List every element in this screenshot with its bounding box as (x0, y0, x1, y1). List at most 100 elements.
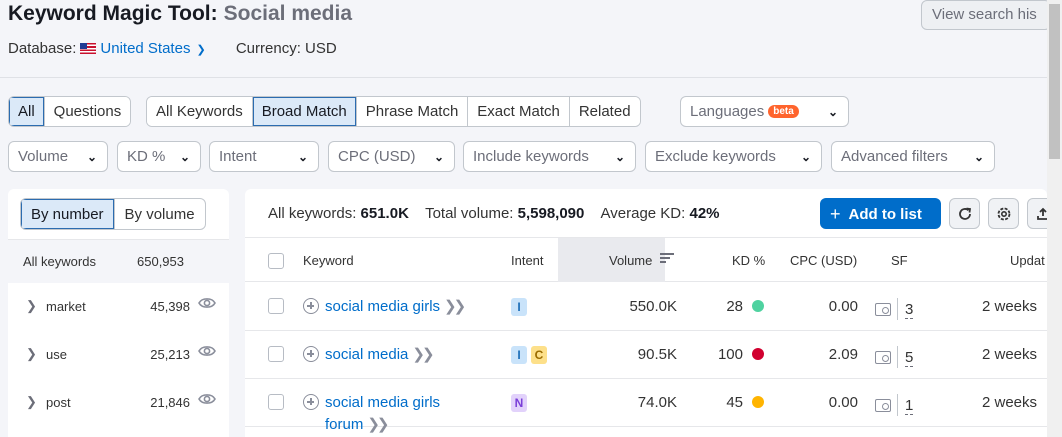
tab-questions[interactable]: Questions (44, 97, 131, 126)
group-count: 21,846 (150, 395, 190, 410)
tab-related[interactable]: Related (569, 97, 640, 126)
tab-broad-match[interactable]: Broad Match (252, 97, 357, 126)
volume-filter[interactable]: Volume ⌄ (8, 141, 108, 172)
chevron-right-icon[interactable]: ❯ (26, 298, 37, 313)
serp-features-icon[interactable] (875, 303, 891, 316)
tab-exact-match[interactable]: Exact Match (468, 97, 570, 126)
add-to-list-button[interactable]: + Add to list (820, 198, 941, 229)
settings-button[interactable] (988, 198, 1019, 229)
chevron-right-icon[interactable]: ❯ (26, 346, 37, 361)
eye-icon[interactable] (198, 392, 216, 409)
view-search-history-button[interactable]: View search his (921, 0, 1051, 30)
advanced-filters[interactable]: Advanced filters ⌄ (831, 141, 995, 172)
intent-filter[interactable]: Intent ⌄ (209, 141, 319, 172)
all-keywords-group[interactable]: All keywords 650,953 (8, 239, 229, 283)
total-volume-label: Total volume: (425, 205, 514, 222)
volume-cell: 550.0K (629, 298, 677, 315)
exclude-keywords-filter[interactable]: Exclude keywords ⌄ (645, 141, 822, 172)
sf-cell[interactable]: 3 (875, 298, 914, 320)
keyword-groups-panel: By number By volume All keywords 650,953… (8, 189, 229, 437)
volume-column-header[interactable]: Volume (609, 253, 653, 268)
plus-icon: + (830, 204, 841, 224)
volume-cell: 74.0K (637, 394, 677, 411)
keyword-link-line2[interactable]: forum (325, 416, 364, 433)
serp-features-icon[interactable] (875, 399, 891, 412)
double-chevron-icon[interactable]: ❯❯ (444, 298, 466, 315)
by-volume-button[interactable]: By volume (124, 206, 195, 223)
row-checkbox[interactable] (268, 298, 284, 314)
group-item[interactable]: ❯ market 45,398 (8, 283, 229, 331)
languages-label: Languages (690, 103, 765, 120)
sf-cell[interactable]: 5 (875, 346, 914, 368)
sf-cell[interactable]: 1 (875, 394, 914, 416)
sf-column-header[interactable]: SF (891, 253, 908, 268)
updated-column-header[interactable]: Updat (1010, 253, 1045, 268)
double-chevron-icon[interactable]: ❯❯ (367, 416, 389, 433)
export-button[interactable] (1027, 198, 1047, 229)
results-panel: All keywords: 651.0K Total volume: 5,598… (245, 189, 1047, 437)
add-keyword-icon[interactable] (303, 298, 319, 314)
divider (897, 346, 898, 368)
add-keyword-icon[interactable] (303, 394, 319, 410)
cpc-cell: 0.00 (828, 394, 858, 411)
cpc-cell: 0.00 (828, 298, 858, 315)
chevron-down-icon: ⌄ (973, 150, 984, 164)
eye-icon[interactable] (198, 296, 216, 313)
keyword-link[interactable]: social media girls (325, 394, 441, 411)
sf-count[interactable]: 3 (905, 301, 914, 319)
sf-count[interactable]: 5 (905, 349, 914, 367)
group-item[interactable]: ❯ post 21,846 (8, 379, 229, 427)
group-name: market (46, 299, 86, 314)
gear-icon (997, 207, 1010, 220)
add-keyword-icon[interactable] (303, 346, 319, 362)
languages-dropdown[interactable]: Languages beta ⌄ (680, 96, 849, 127)
kd-cell: 28 (726, 298, 743, 315)
sort-descending-icon[interactable] (660, 252, 674, 267)
filter-label: Include keywords (473, 148, 589, 165)
keyword-link[interactable]: social media (325, 346, 409, 363)
scrollbar-thumb[interactable] (1049, 4, 1060, 159)
currency-label: Currency: USD (235, 40, 337, 57)
kd-filter[interactable]: KD % ⌄ (117, 141, 201, 172)
kd-column-header[interactable]: KD % (732, 253, 766, 268)
keyword-cell: social media ❯❯ (303, 346, 435, 364)
tab-all[interactable]: All (9, 97, 45, 126)
volume-sorted-column-bg (558, 238, 665, 282)
chevron-right-icon[interactable]: ❯ (26, 394, 37, 409)
tab-all-keywords[interactable]: All Keywords (147, 97, 253, 126)
page-scrollbar[interactable] (1047, 0, 1062, 437)
database-select[interactable]: United States (100, 40, 191, 57)
cpc-filter[interactable]: CPC (USD) ⌄ (328, 141, 455, 172)
cpc-column-header[interactable]: CPC (USD) (790, 253, 858, 268)
match-type-toggle: All Questions (8, 96, 132, 127)
chevron-down-icon: ⌄ (614, 150, 625, 164)
sf-count[interactable]: 1 (905, 397, 914, 415)
group-name: use (46, 347, 67, 362)
kd-difficulty-dot (744, 394, 764, 411)
by-number-button[interactable]: By number (21, 199, 115, 229)
intent-column-header[interactable]: Intent (511, 253, 544, 268)
keyword-column-header[interactable]: Keyword (303, 253, 354, 268)
refresh-button[interactable] (949, 198, 980, 229)
updated-cell: 2 weeks (982, 346, 1038, 363)
intent-badge: I (511, 346, 527, 364)
row-checkbox[interactable] (268, 394, 284, 410)
include-keywords-filter[interactable]: Include keywords ⌄ (463, 141, 636, 172)
group-item[interactable]: ❯ use 25,213 (8, 331, 229, 379)
group-count: 45,398 (150, 299, 190, 314)
updated-cell: 2 weeks (982, 394, 1038, 411)
select-all-checkbox[interactable] (268, 253, 284, 269)
filter-label: Intent (219, 148, 257, 165)
double-chevron-icon[interactable]: ❯❯ (412, 346, 434, 363)
keyword-link[interactable]: social media girls (325, 298, 441, 315)
kd-difficulty-dot (744, 298, 764, 315)
eye-icon[interactable] (198, 344, 216, 361)
tab-phrase-match[interactable]: Phrase Match (356, 97, 469, 126)
kd-cell: 100 (717, 346, 743, 363)
chevron-down-icon[interactable]: ❯ (196, 44, 206, 56)
total-volume-value: 5,598,090 (517, 205, 585, 222)
serp-features-icon[interactable] (875, 351, 891, 364)
table-row: social media girls forum ❯❯ N 74.0K 45 0.0… (245, 379, 1047, 433)
row-checkbox[interactable] (268, 346, 284, 362)
